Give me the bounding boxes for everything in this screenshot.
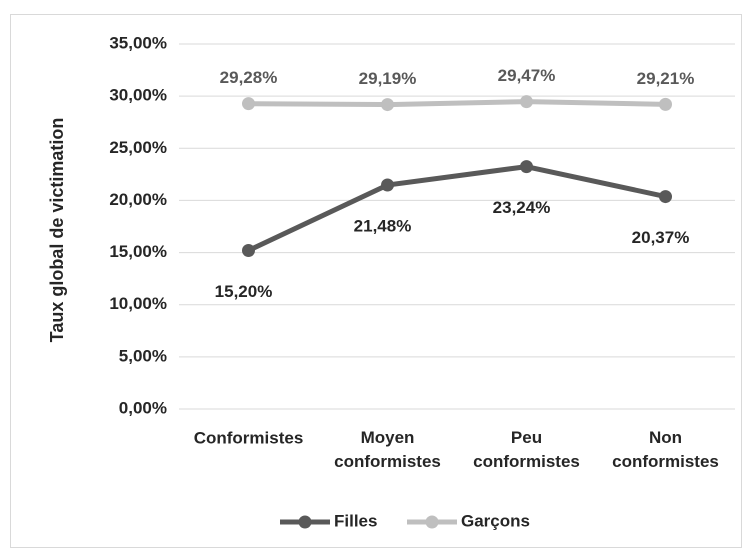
x-tick-label: Moyen conformistes [334,428,441,471]
legend-label: Garçons [461,511,530,530]
marker [659,190,672,204]
line [247,164,667,253]
y-tick-label: 25,00% [109,138,167,157]
y-tick-label: 5,00% [119,346,167,365]
x-tick-label: Peu conformistes [473,428,580,471]
data-label: 29,28% [220,68,278,87]
data-label: 15,20% [215,282,273,301]
y-tick-label: 15,00% [109,242,167,261]
data-label: 21,48% [354,216,412,235]
marker [520,160,533,174]
marker [381,178,394,192]
marker [381,98,394,112]
y-axis-title: Taux global de victimation [47,118,67,343]
x-tick-label: Conformistes [194,428,304,447]
y-tick-label: 20,00% [109,190,167,209]
line [248,99,666,108]
y-tick-label: 35,00% [109,33,167,52]
data-label: 29,47% [498,66,556,85]
y-tick-label: 30,00% [109,86,167,105]
legend-label: Filles [334,511,377,530]
y-tick-label: 10,00% [109,294,167,313]
legend-marker [425,515,439,529]
legend-marker [298,515,312,529]
marker [242,243,255,257]
data-label: 29,19% [359,69,417,88]
y-tick-label: 0,00% [119,398,167,417]
data-label: 29,21% [637,69,695,88]
marker [242,97,255,111]
data-label: 23,24% [493,198,551,217]
data-label: 20,37% [632,228,690,247]
x-tick-label: Non conformistes [612,428,719,471]
marker [520,95,533,109]
marker [659,97,672,111]
